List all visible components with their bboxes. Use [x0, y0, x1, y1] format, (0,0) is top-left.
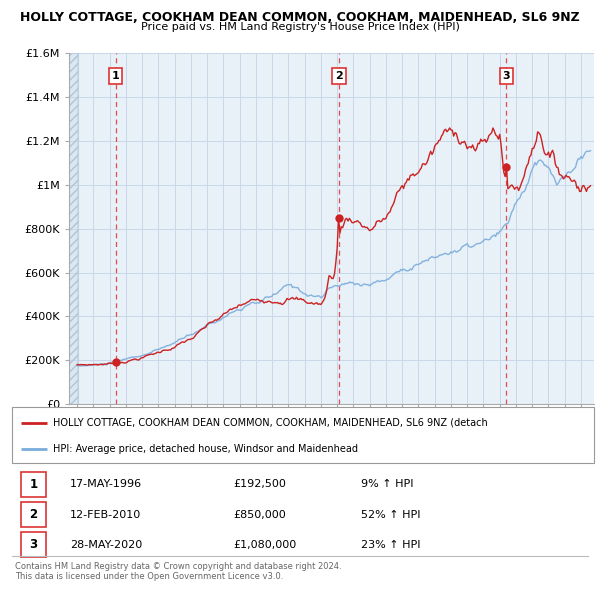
- Text: 9% ↑ HPI: 9% ↑ HPI: [361, 480, 414, 489]
- Text: 2: 2: [29, 508, 38, 521]
- FancyBboxPatch shape: [12, 407, 594, 463]
- Text: £850,000: £850,000: [233, 510, 286, 520]
- Text: 1: 1: [29, 478, 38, 491]
- Text: 12-FEB-2010: 12-FEB-2010: [70, 510, 142, 520]
- Text: Price paid vs. HM Land Registry's House Price Index (HPI): Price paid vs. HM Land Registry's House …: [140, 22, 460, 32]
- Text: HOLLY COTTAGE, COOKHAM DEAN COMMON, COOKHAM, MAIDENHEAD, SL6 9NZ (detach: HOLLY COTTAGE, COOKHAM DEAN COMMON, COOK…: [53, 418, 487, 428]
- Text: HOLLY COTTAGE, COOKHAM DEAN COMMON, COOKHAM, MAIDENHEAD, SL6 9NZ: HOLLY COTTAGE, COOKHAM DEAN COMMON, COOK…: [20, 11, 580, 24]
- Text: HPI: Average price, detached house, Windsor and Maidenhead: HPI: Average price, detached house, Wind…: [53, 444, 358, 454]
- Text: 3: 3: [503, 71, 510, 81]
- Bar: [69, 53, 78, 404]
- Text: 3: 3: [29, 538, 38, 551]
- FancyBboxPatch shape: [21, 532, 46, 558]
- Text: 23% ↑ HPI: 23% ↑ HPI: [361, 540, 421, 550]
- FancyBboxPatch shape: [21, 471, 46, 497]
- Text: 17-MAY-1996: 17-MAY-1996: [70, 480, 142, 489]
- Bar: [69, 53, 78, 404]
- Text: 1: 1: [112, 71, 119, 81]
- Text: £1,080,000: £1,080,000: [233, 540, 296, 550]
- Text: 2: 2: [335, 71, 343, 81]
- Text: £192,500: £192,500: [233, 480, 286, 489]
- FancyBboxPatch shape: [21, 502, 46, 527]
- Text: 28-MAY-2020: 28-MAY-2020: [70, 540, 142, 550]
- Text: Contains HM Land Registry data © Crown copyright and database right 2024.
This d: Contains HM Land Registry data © Crown c…: [15, 562, 341, 581]
- Text: 52% ↑ HPI: 52% ↑ HPI: [361, 510, 421, 520]
